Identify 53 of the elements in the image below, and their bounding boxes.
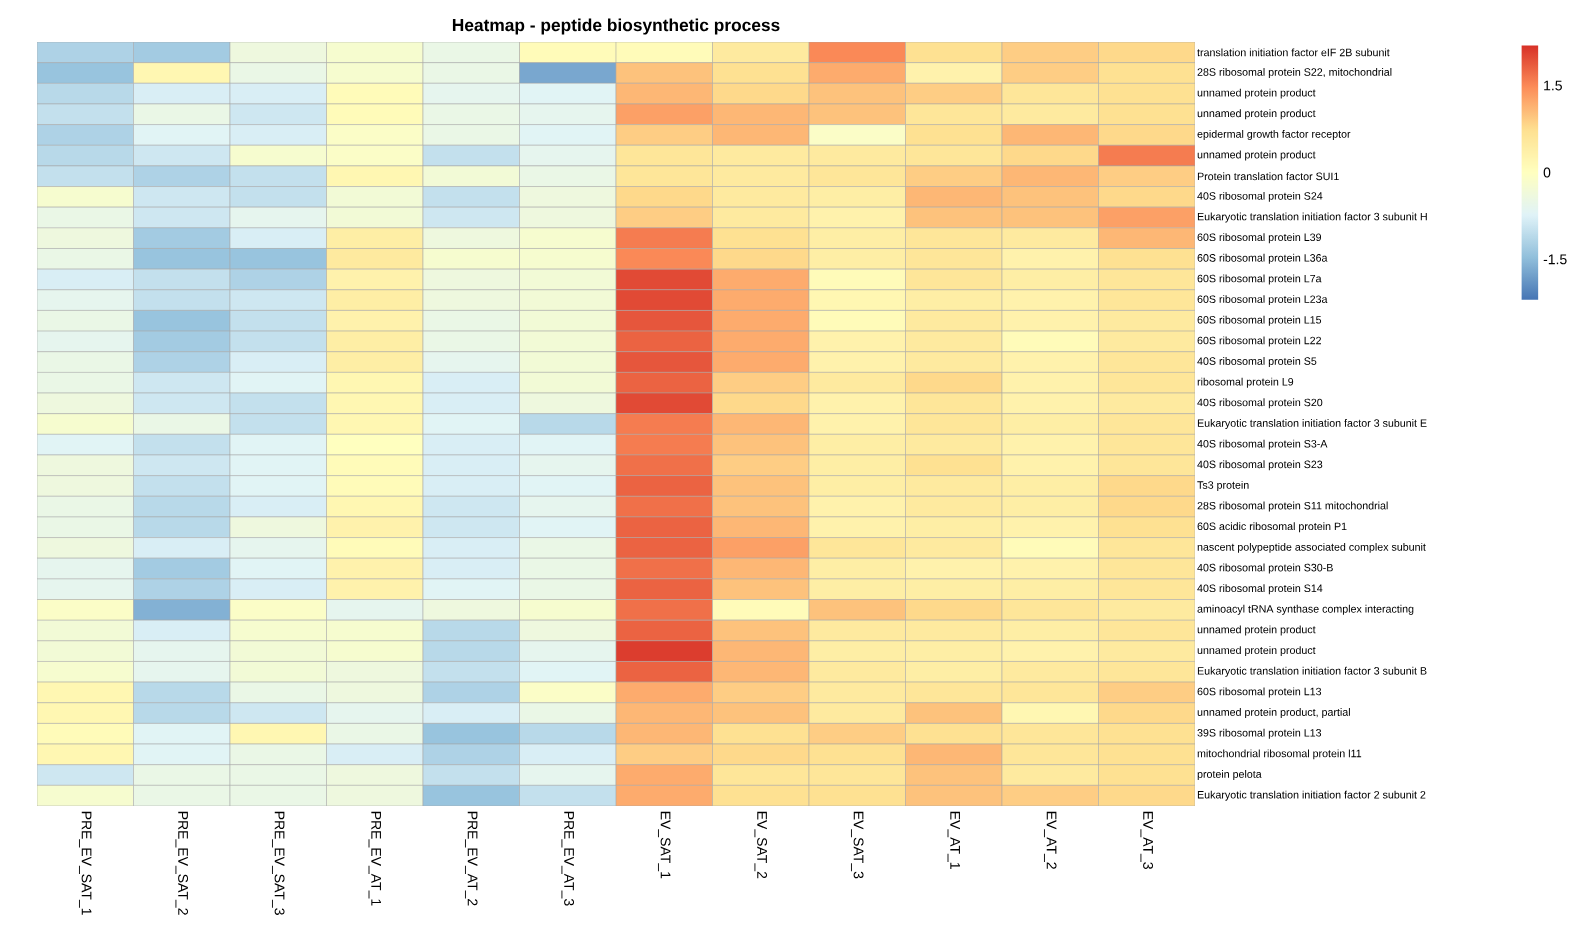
- y-tick-label: Ts3 protein: [1197, 480, 1249, 491]
- color-bar-label: 0: [1543, 167, 1551, 178]
- y-tick-label: 60S acidic ribosomal protein P1: [1197, 522, 1347, 533]
- y-tick-label: mitochondrial ribosomal protein l11: [1197, 749, 1362, 760]
- x-tick-label: PRE_EV_AT_3: [561, 811, 575, 906]
- y-tick-label: 60S ribosomal protein L7a: [1197, 274, 1322, 285]
- y-tick-label: 28S ribosomal protein S22, mitochondrial: [1197, 67, 1392, 78]
- y-tick-label: 40S ribosomal protein S20: [1197, 398, 1323, 409]
- y-tick-label: Protein translation factor SUI1: [1197, 172, 1339, 181]
- x-tick-label: EV_SAT_2: [754, 811, 768, 879]
- y-tick-label: Eukaryotic translation initiation factor 2 subunit 2: [1197, 790, 1426, 801]
- y-tick-label: 60S ribosomal protein L39: [1197, 233, 1322, 244]
- y-tick-label: 40S ribosomal protein S14: [1197, 584, 1323, 595]
- y-tick-label: unnamed protein product, partial: [1197, 708, 1350, 719]
- y-tick-label: aminoacyl tRNA synthase complex interacting: [1197, 604, 1414, 615]
- y-tick-label: protein pelota: [1197, 770, 1262, 780]
- x-tick-label: EV_AT_2: [1043, 811, 1057, 869]
- y-tick-label: unnamed protein product: [1197, 646, 1316, 657]
- y-tick-label: 60S ribosomal protein L13: [1197, 687, 1322, 698]
- y-tick-label: 40S ribosomal protein S24: [1197, 191, 1323, 202]
- y-tick-label: unnamed protein product: [1197, 150, 1316, 161]
- y-tick-label: 28S ribosomal protein S11 mitochondrial: [1197, 501, 1388, 512]
- chart-title: Heatmap - peptide biosynthetic process: [452, 18, 780, 35]
- x-tick-label: EV_AT_3: [1140, 811, 1154, 869]
- x-tick-label: PRE_EV_SAT_2: [175, 811, 189, 915]
- y-tick-label: unnamed protein product: [1197, 109, 1316, 120]
- x-tick-label: EV_SAT_1: [657, 811, 671, 879]
- y-tick-label: 40S ribosomal protein S5: [1197, 357, 1317, 368]
- y-tick-label: 40S ribosomal protein S3-A: [1197, 439, 1328, 450]
- y-tick-label: 40S ribosomal protein S30-B: [1197, 563, 1333, 574]
- x-tick-label: PRE_EV_SAT_1: [78, 811, 92, 915]
- y-tick-label: 60S ribosomal protein L36a: [1197, 253, 1328, 264]
- x-tick-label: PRE_EV_AT_2: [464, 811, 478, 906]
- y-tick-label: 40S ribosomal protein S23: [1197, 460, 1323, 471]
- y-tick-label: Eukaryotic translation initiation factor 3 subunit E: [1197, 419, 1427, 429]
- x-tick-label: EV_SAT_3: [850, 811, 864, 879]
- y-tick-label: 39S ribosomal protein L13: [1197, 728, 1322, 739]
- x-tick-label: PRE_EV_SAT_3: [271, 811, 285, 915]
- y-tick-label: epidermal growth factor receptor: [1197, 129, 1351, 140]
- x-tick-label: EV_AT_1: [947, 811, 960, 869]
- y-tick-label: unnamed protein product: [1197, 625, 1316, 636]
- y-tick-label: 60S ribosomal protein L23a: [1197, 295, 1328, 306]
- y-tick-label: unnamed protein product: [1197, 88, 1316, 99]
- y-tick-label: nascent polypeptide associated complex subunit: [1197, 542, 1426, 553]
- color-bar-label: -1.5: [1543, 254, 1567, 265]
- color-bar-label: 1.5: [1544, 80, 1562, 91]
- y-tick-label: 60S ribosomal protein L15: [1197, 315, 1322, 326]
- x-tick-label: PRE_EV_AT_1: [368, 811, 381, 906]
- y-tick-label: 60S ribosomal protein L22: [1197, 336, 1321, 347]
- y-tick-label: translation initiation factor eIF 2B subunit: [1197, 48, 1390, 57]
- y-tick-label: Eukaryotic translation initiation factor 3 subunit H: [1197, 212, 1427, 223]
- y-tick-label: Eukaryotic translation initiation factor 3 subunit B: [1197, 666, 1427, 677]
- y-tick-label: ribosomal protein L9: [1197, 377, 1294, 388]
